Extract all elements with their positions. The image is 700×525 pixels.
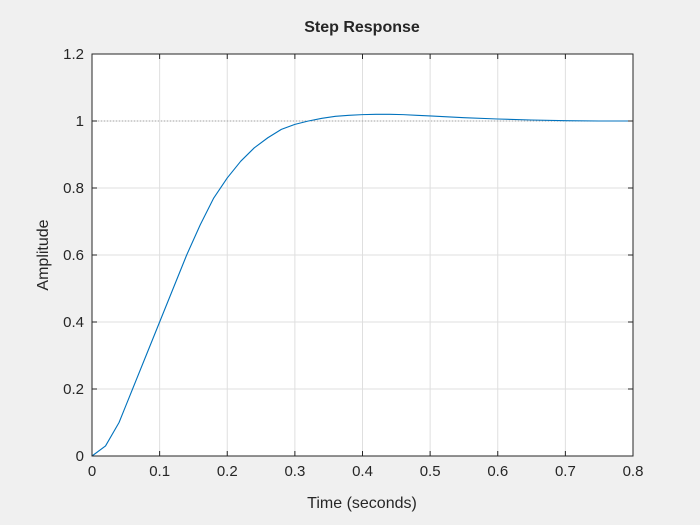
x-tick-label: 0.5 xyxy=(420,463,441,480)
plot-area: 0 0.1 0.2 0.3 0.4 0.5 0.6 0.7 0.8 0 0.2 0.4 0.6 0.8 1 1… xyxy=(63,46,643,480)
y-tick-label: 0.4 xyxy=(63,314,84,331)
chart-title: Step Response xyxy=(304,19,420,36)
x-tick-label: 0.8 xyxy=(623,463,644,480)
y-tick-label: 0.2 xyxy=(63,381,84,398)
y-tick-label: 0.8 xyxy=(63,180,84,197)
x-tick-label: 0.4 xyxy=(352,463,373,480)
x-tick-label: 0.1 xyxy=(149,463,170,480)
y-axis-label: Amplitude xyxy=(35,219,52,290)
x-tick-label: 0.3 xyxy=(284,463,305,480)
y-tick-label: 0.6 xyxy=(63,247,84,264)
y-tick-label: 1.2 xyxy=(63,46,84,63)
x-tick-label: 0.6 xyxy=(487,463,508,480)
y-tick-label: 1 xyxy=(76,113,84,130)
step-response-line xyxy=(91,113,633,457)
x-tick-label: 0.2 xyxy=(217,463,238,480)
x-axis-label: Time (seconds) xyxy=(307,495,417,512)
y-tick-label: 0 xyxy=(76,448,84,465)
x-tick-label: 0.7 xyxy=(555,463,576,480)
x-tick-label: 0 xyxy=(88,463,96,480)
